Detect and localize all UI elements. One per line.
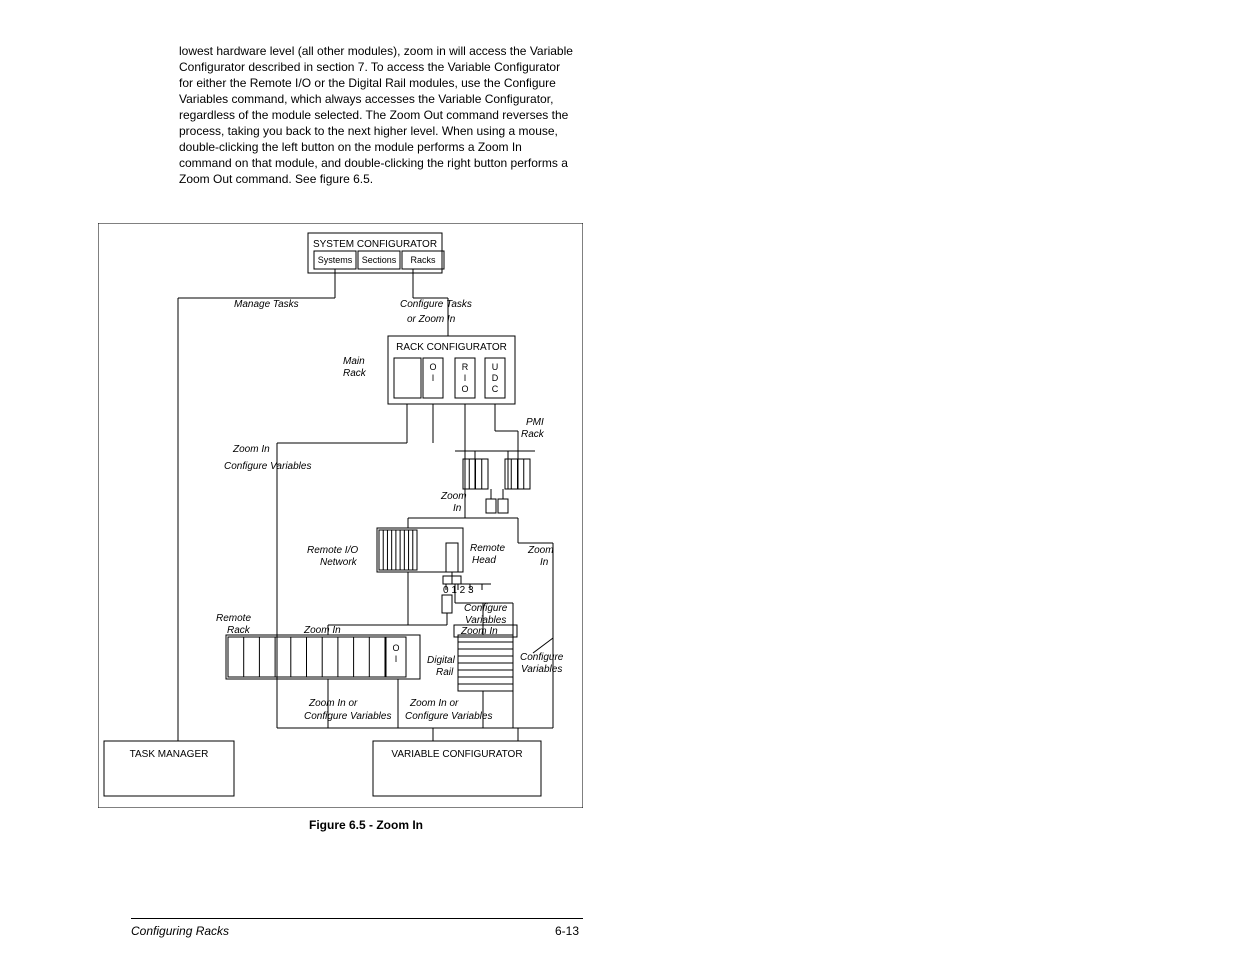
svg-text:O: O xyxy=(461,384,468,394)
svg-text:U: U xyxy=(492,362,499,372)
svg-text:Configure Variables: Configure Variables xyxy=(224,461,311,472)
svg-text:Remote: Remote xyxy=(470,543,505,554)
svg-text:0 1 2 3: 0 1 2 3 xyxy=(443,585,474,596)
svg-text:Configure Variables: Configure Variables xyxy=(304,711,391,722)
svg-text:RACK CONFIGURATOR: RACK CONFIGURATOR xyxy=(396,342,507,353)
svg-text:Zoom In: Zoom In xyxy=(232,444,270,455)
svg-text:Rail: Rail xyxy=(436,667,454,678)
svg-text:Configure Tasks: Configure Tasks xyxy=(400,299,472,310)
figure-diagram: SYSTEM CONFIGURATOR Systems Sections Racks R… xyxy=(98,223,583,808)
svg-text:R: R xyxy=(462,362,469,372)
body-paragraph: lowest hardware level (all other modules… xyxy=(179,43,575,187)
svg-text:Sections: Sections xyxy=(362,255,397,265)
svg-text:Rack: Rack xyxy=(343,368,367,379)
svg-text:Digital: Digital xyxy=(427,655,456,666)
svg-text:Network: Network xyxy=(320,557,358,568)
footer-rule xyxy=(131,918,583,919)
svg-text:Rack: Rack xyxy=(227,625,251,636)
svg-text:Rack: Rack xyxy=(521,429,545,440)
svg-text:Zoom In: Zoom In xyxy=(460,626,498,637)
svg-text:Racks: Racks xyxy=(410,255,436,265)
svg-text:Configure: Configure xyxy=(520,652,564,663)
svg-text:Head: Head xyxy=(472,555,496,566)
svg-text:D: D xyxy=(492,373,499,383)
document-page: lowest hardware level (all other modules… xyxy=(0,0,1235,954)
svg-text:I: I xyxy=(432,373,435,383)
figure-caption: Figure 6.5 - Zoom In xyxy=(309,818,423,832)
svg-text:Variables: Variables xyxy=(465,615,506,626)
svg-text:Zoom: Zoom xyxy=(440,491,467,502)
svg-text:PMI: PMI xyxy=(526,417,544,428)
svg-text:Systems: Systems xyxy=(318,255,353,265)
svg-text:TASK MANAGER: TASK MANAGER xyxy=(130,749,209,760)
svg-text:I: I xyxy=(464,373,467,383)
footer-page-number: 6-13 xyxy=(555,924,579,938)
svg-text:Zoom In or: Zoom In or xyxy=(308,698,358,709)
svg-text:Manage Tasks: Manage Tasks xyxy=(234,299,299,310)
svg-text:O: O xyxy=(392,643,399,653)
svg-text:C: C xyxy=(492,384,499,394)
svg-text:In: In xyxy=(540,557,549,568)
svg-text:Main: Main xyxy=(343,356,365,367)
svg-text:Remote: Remote xyxy=(216,613,251,624)
svg-text:SYSTEM CONFIGURATOR: SYSTEM CONFIGURATOR xyxy=(313,239,437,250)
footer-section-title: Configuring Racks xyxy=(131,924,229,938)
svg-text:Remote I/O: Remote I/O xyxy=(307,545,358,556)
svg-text:Zoom In or: Zoom In or xyxy=(409,698,459,709)
svg-text:VARIABLE CONFIGURATOR: VARIABLE CONFIGURATOR xyxy=(391,749,522,760)
svg-text:Variables: Variables xyxy=(521,664,562,675)
svg-text:I: I xyxy=(395,654,398,664)
svg-text:In: In xyxy=(453,503,462,514)
svg-text:Configure: Configure xyxy=(464,603,508,614)
svg-text:Zoom: Zoom xyxy=(527,545,554,556)
svg-text:or Zoom In: or Zoom In xyxy=(407,314,456,325)
svg-text:Configure Variables: Configure Variables xyxy=(405,711,492,722)
svg-text:Zoom In: Zoom In xyxy=(303,625,341,636)
svg-text:O: O xyxy=(429,362,436,372)
